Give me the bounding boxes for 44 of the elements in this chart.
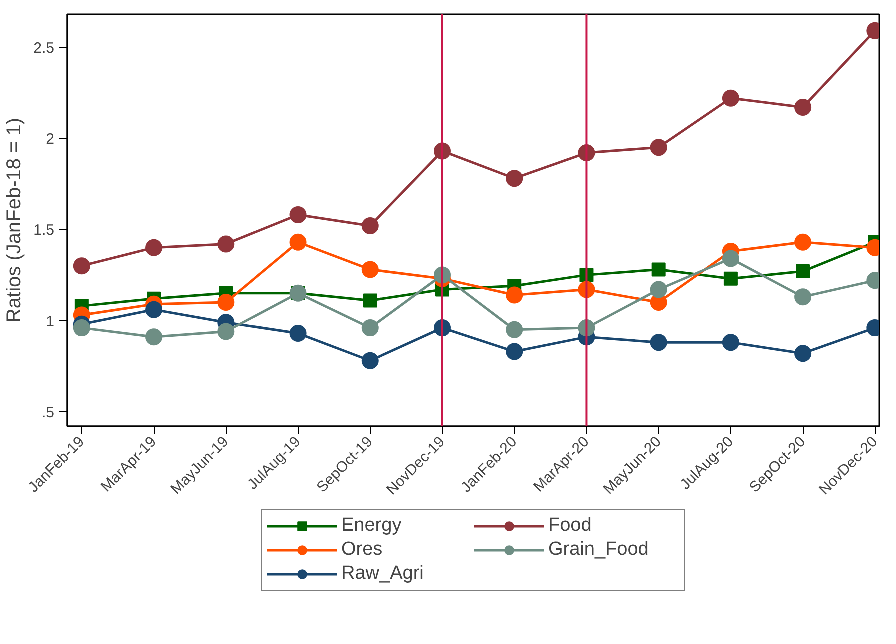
point bbox=[362, 352, 379, 370]
point bbox=[218, 323, 235, 340]
point bbox=[362, 217, 379, 234]
point bbox=[362, 320, 379, 337]
point bbox=[650, 139, 668, 156]
point bbox=[73, 258, 90, 275]
point bbox=[218, 294, 235, 312]
point bbox=[796, 264, 810, 279]
point bbox=[290, 234, 307, 251]
point bbox=[794, 98, 812, 116]
point bbox=[146, 239, 163, 256]
point bbox=[506, 343, 524, 360]
y-tick-label: .5 bbox=[42, 404, 55, 422]
y-axis-title: Ratios (JanFeb-18 = 1) bbox=[4, 118, 26, 324]
point bbox=[794, 234, 812, 251]
y-tick-label: 1.5 bbox=[34, 222, 55, 240]
point bbox=[290, 206, 307, 224]
point bbox=[724, 272, 738, 286]
legend-label: Ores bbox=[342, 539, 384, 561]
point bbox=[722, 334, 740, 352]
point bbox=[794, 288, 812, 306]
y-tick-label: 2 bbox=[46, 130, 54, 148]
point bbox=[650, 334, 668, 352]
point bbox=[363, 294, 378, 308]
point bbox=[362, 261, 379, 278]
point bbox=[722, 90, 740, 107]
legend-label: Energy bbox=[342, 515, 403, 537]
point bbox=[722, 250, 740, 268]
point bbox=[652, 262, 666, 277]
legend-label: Grain_Food bbox=[548, 539, 650, 561]
y-tick-label: 2.5 bbox=[34, 40, 55, 57]
point bbox=[794, 345, 812, 362]
point bbox=[146, 301, 163, 318]
point bbox=[146, 328, 163, 346]
legend-label: Raw_Agri bbox=[342, 563, 425, 585]
point bbox=[506, 321, 524, 338]
point bbox=[506, 286, 524, 304]
point bbox=[506, 170, 524, 188]
legend-label: Food bbox=[548, 515, 593, 537]
point bbox=[650, 281, 668, 298]
y-tick-label: 1 bbox=[46, 313, 54, 330]
point bbox=[73, 320, 90, 337]
point bbox=[218, 236, 235, 253]
point bbox=[290, 325, 307, 342]
